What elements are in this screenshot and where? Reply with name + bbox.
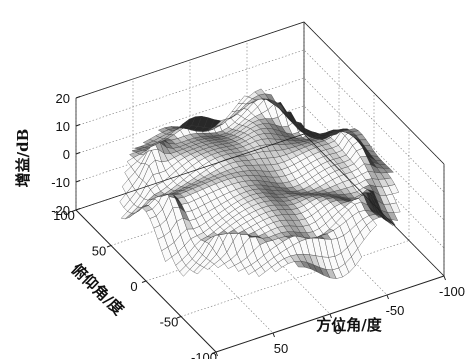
surface-layer: [119, 88, 401, 279]
x-tick: [386, 294, 389, 300]
z-tick-label: 20: [56, 91, 70, 106]
x-tick-label: 0: [334, 322, 341, 337]
z-axis-label: 增益/dB: [14, 129, 32, 188]
box-edge: [75, 21, 445, 165]
y-tick: [106, 245, 112, 248]
surface-patch: [264, 93, 276, 102]
y-tick-label: -50: [160, 315, 179, 330]
x-tick-label: -100: [439, 284, 465, 299]
y-tick-label: 50: [92, 244, 106, 259]
x-tick-label: -50: [386, 303, 405, 318]
x-tick: [443, 275, 446, 281]
x-tick-label: 50: [274, 341, 288, 356]
z-tick-label: -10: [51, 175, 70, 190]
x-tick: [272, 332, 275, 338]
z-tick-label: -20: [51, 203, 70, 218]
z-tick: [75, 96, 81, 99]
y-tick-label: 100: [53, 208, 75, 223]
y-tick-label: 0: [130, 279, 137, 294]
z-tick-label: 10: [56, 119, 70, 134]
y-axis-label: 俯仰角/度: [68, 260, 128, 319]
z-tick: [75, 124, 81, 127]
y-tick: [176, 316, 182, 319]
z-tick: [75, 180, 81, 183]
x-tick: [329, 313, 332, 319]
surface-patch: [215, 119, 226, 127]
z-tick: [75, 208, 81, 211]
y-tick: [141, 280, 147, 283]
surface-patch: [254, 88, 266, 96]
z-tick-label: 0: [63, 147, 70, 162]
x-axis-label: 方位角/度: [316, 316, 382, 334]
y-tick-label: -100: [191, 350, 217, 359]
y-tick: [211, 351, 217, 354]
grid-line: [180, 240, 410, 317]
box-edge: [75, 133, 445, 277]
x-tick: [215, 351, 218, 357]
surface-patch: [237, 95, 249, 104]
y-tick: [71, 209, 77, 212]
z-tick: [75, 152, 81, 155]
surface-patch: [347, 128, 359, 132]
